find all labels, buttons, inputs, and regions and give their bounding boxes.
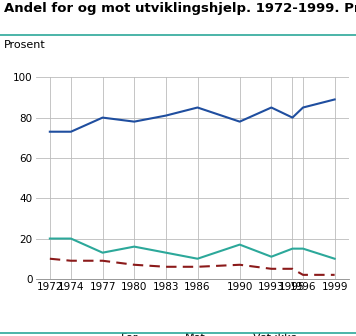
Text: Andel for og mot utviklingshjelp. 1972-1999. Prosent: Andel for og mot utviklingshjelp. 1972-1… — [4, 2, 356, 15]
Legend: For, Mot, Vet ikke: For, Mot, Vet ikke — [83, 329, 301, 336]
Text: Prosent: Prosent — [4, 40, 45, 50]
